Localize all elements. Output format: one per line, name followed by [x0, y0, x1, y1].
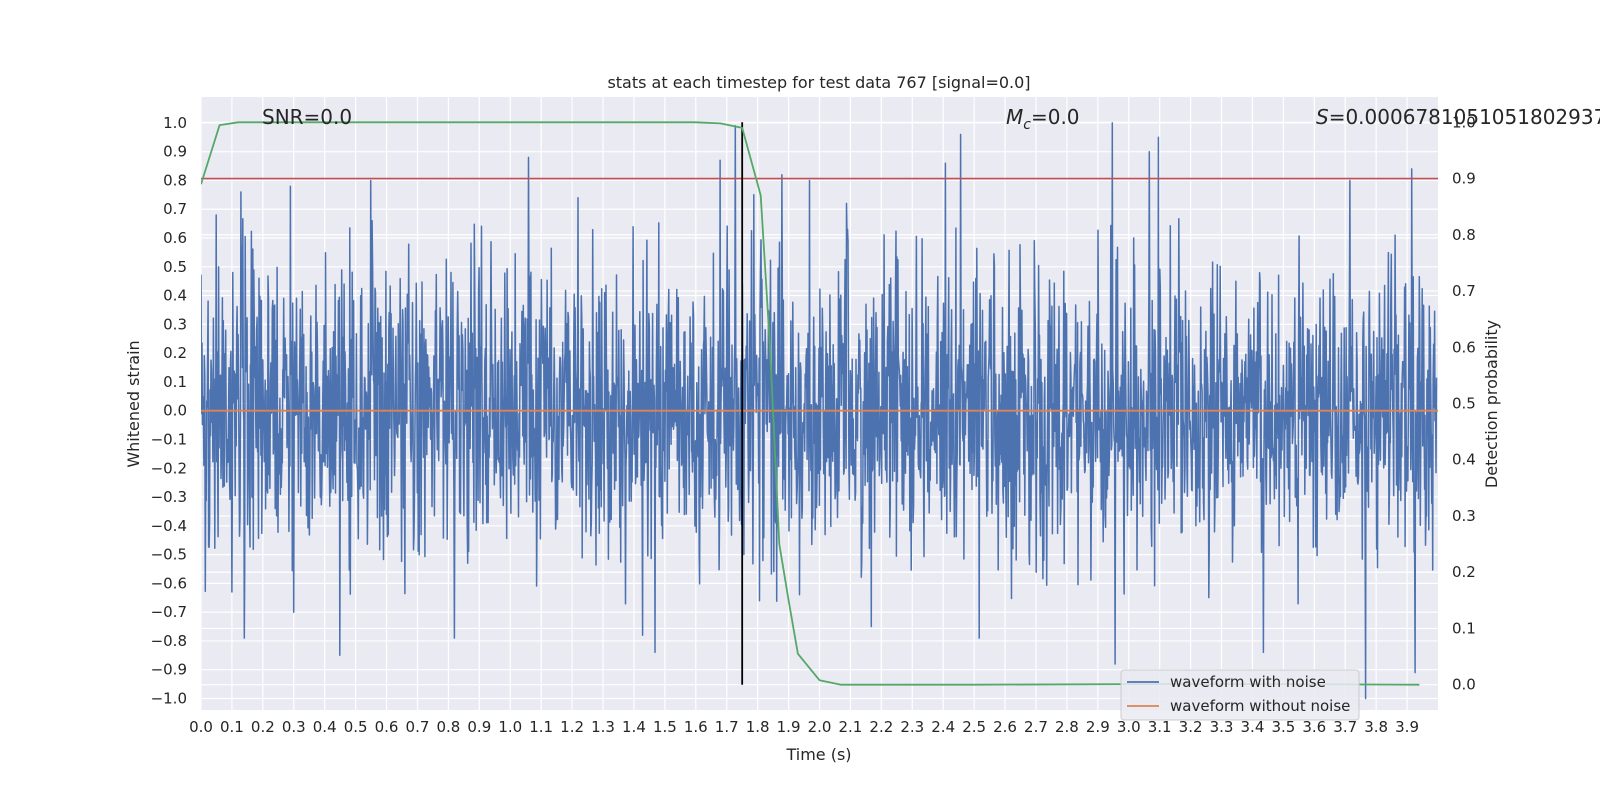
x-tick-label: 2.3 [900, 718, 924, 736]
chart-title: stats at each timestep for test data 767… [607, 73, 1030, 92]
y-tick-label: −0.5 [151, 546, 187, 564]
x-tick-label: 0.8 [436, 718, 460, 736]
x-tick-label: 0.4 [313, 718, 337, 736]
x-tick-label: 3.6 [1302, 718, 1326, 736]
x-tick-label: 3.8 [1364, 718, 1388, 736]
x-tick-label: 3.5 [1271, 718, 1295, 736]
x-tick-label: 2.6 [993, 718, 1017, 736]
s-value: =0.0006781051051802937 [1329, 105, 1600, 129]
y2-tick-label: 1.0 [1452, 113, 1476, 131]
x-axis-ticks: 0.0 0.1 0.2 0.3 0.4 0.5 0.6 0.7 0.8 0.9 1.0 1.1 1.2 1… [189, 718, 1419, 736]
mc-symbol: M [1006, 105, 1023, 129]
x-tick-label: 2.2 [869, 718, 893, 736]
legend-label-clean: waveform without noise [1170, 697, 1350, 715]
y-tick-label: 0.5 [163, 258, 187, 276]
waveform-with-noise-line [201, 122, 1438, 700]
x-tick-label: 3.4 [1241, 718, 1265, 736]
mc-subscript: c [1023, 117, 1031, 133]
x-tick-label: 1.2 [560, 718, 584, 736]
x-tick-label: 1.4 [622, 718, 646, 736]
x-tick-label: 3.9 [1395, 718, 1419, 736]
x-tick-label: 3.0 [1117, 718, 1141, 736]
x-tick-label: 1.5 [653, 718, 677, 736]
x-tick-label: 1.7 [715, 718, 739, 736]
y-axis-label: Whitened strain [124, 340, 143, 467]
y2-tick-label: 0.6 [1452, 338, 1476, 356]
snr-annotation: SNR=0.0 [262, 105, 352, 129]
y-tick-label: 0.6 [163, 229, 187, 247]
x-tick-label: 1.3 [591, 718, 615, 736]
x-tick-label: 0.0 [189, 718, 213, 736]
x-tick-label: 3.7 [1333, 718, 1357, 736]
s-annotation: S=0.0006781051051802937 [1316, 105, 1600, 129]
y2-tick-label: 0.8 [1452, 226, 1476, 244]
lines-layer [201, 121, 1438, 686]
s-symbol: S [1316, 105, 1329, 129]
x-tick-label: 2.0 [808, 718, 832, 736]
x-tick-label: 2.7 [1024, 718, 1048, 736]
y2-tick-label: 0.2 [1452, 563, 1476, 581]
x-tick-label: 3.1 [1148, 718, 1172, 736]
y2-axis-label: Detection probability [1482, 320, 1501, 488]
y-tick-label: 0.4 [163, 287, 187, 305]
y-tick-label: 1.0 [163, 114, 187, 132]
y-tick-label: −0.8 [151, 632, 187, 650]
y-tick-label: 0.8 [163, 171, 187, 189]
y2-tick-label: 0.4 [1452, 451, 1476, 469]
x-tick-label: 2.8 [1055, 718, 1079, 736]
y-tick-label: 0.3 [163, 315, 187, 333]
x-tick-label: 3.3 [1210, 718, 1234, 736]
x-tick-label: 0.6 [375, 718, 399, 736]
legend-label-noise: waveform with noise [1170, 673, 1326, 691]
mc-value: =0.0 [1031, 105, 1080, 129]
y-tick-label: 0.1 [163, 373, 187, 391]
x-tick-label: 0.3 [282, 718, 306, 736]
x-axis-label: Time (s) [785, 745, 851, 764]
x-tick-label: 1.6 [684, 718, 708, 736]
mc-annotation: Mc=0.0 [1006, 105, 1080, 133]
legend-box [1120, 669, 1360, 721]
y2-tick-label: 0.0 [1452, 676, 1476, 694]
y2-tick-label: 0.7 [1452, 282, 1476, 300]
y-tick-label: −0.9 [151, 661, 187, 679]
y2-tick-label: 0.1 [1452, 619, 1476, 637]
y-tick-label: 0.0 [163, 402, 187, 420]
y-tick-label: −0.2 [151, 459, 187, 477]
x-tick-label: 1.0 [498, 718, 522, 736]
legend: waveform with noise waveform without noi… [1120, 669, 1360, 721]
y-tick-label: −0.4 [151, 517, 187, 535]
x-tick-label: 0.5 [344, 718, 368, 736]
plot-area [201, 121, 1438, 700]
y-tick-label: −0.7 [151, 603, 187, 621]
y-tick-label: −0.3 [151, 488, 187, 506]
detection-probability-line [201, 121, 1420, 686]
x-tick-label: 1.1 [529, 718, 553, 736]
y2-tick-label: 0.3 [1452, 507, 1476, 525]
y-tick-label: −1.0 [151, 689, 187, 707]
y2-axis-ticks: 1.0 0.9 0.8 0.7 0.6 0.5 0.4 0.3 0.2 0.1 0.0 [1452, 113, 1476, 693]
x-tick-label: 2.4 [931, 718, 955, 736]
x-tick-label: 3.2 [1179, 718, 1203, 736]
x-tick-label: 2.9 [1086, 718, 1110, 736]
y-tick-label: 0.2 [163, 344, 187, 362]
y2-tick-label: 0.9 [1452, 170, 1476, 188]
x-tick-label: 0.1 [220, 718, 244, 736]
y-tick-label: 0.9 [163, 143, 187, 161]
x-tick-label: 0.9 [467, 718, 491, 736]
x-tick-label: 1.9 [777, 718, 801, 736]
y-tick-label: −0.6 [151, 574, 187, 592]
series-waveform-with-noise [201, 122, 1438, 700]
x-tick-label: 1.8 [746, 718, 770, 736]
x-tick-label: 2.5 [962, 718, 986, 736]
y-tick-label: −0.1 [151, 430, 187, 448]
x-tick-label: 0.7 [406, 718, 430, 736]
x-tick-label: 0.2 [251, 718, 275, 736]
y-tick-label: 0.7 [163, 200, 187, 218]
x-tick-label: 2.1 [838, 718, 862, 736]
y2-tick-label: 0.5 [1452, 395, 1476, 413]
y-axis-ticks: 1.0 0.9 0.8 0.7 0.6 0.5 0.4 0.3 0.2 0.1 0.0 −0.1 −0.… [151, 114, 187, 708]
